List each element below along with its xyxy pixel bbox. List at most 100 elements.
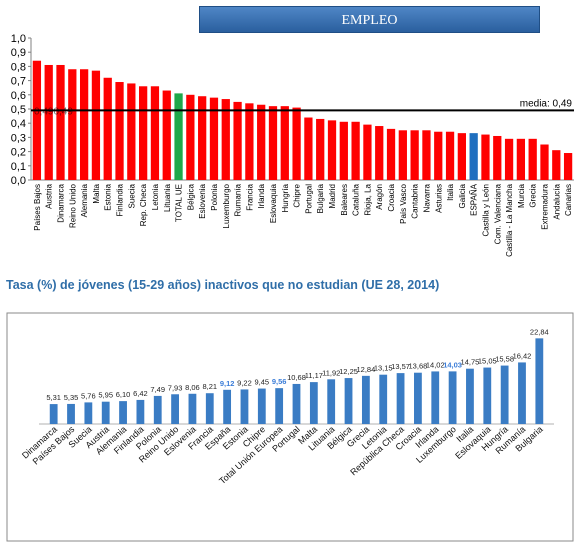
x-tick-label: Letonia: [151, 183, 160, 210]
bar: [483, 367, 492, 424]
bar: [327, 120, 337, 180]
bar: [198, 96, 207, 180]
data-label: 7,93: [168, 383, 183, 392]
bar: [386, 128, 396, 180]
bar: [280, 106, 289, 180]
data-label: 7,49: [150, 385, 165, 394]
bar: [84, 402, 93, 424]
bar: [268, 106, 278, 180]
x-tick-label: Suecia: [127, 183, 136, 208]
x-tick-label: Murcia: [517, 183, 526, 208]
x-tick-label: Hungría: [281, 183, 290, 212]
bar: [448, 371, 457, 424]
data-label: 9,56: [272, 377, 287, 386]
data-label: 13,15: [374, 364, 393, 373]
bar: [233, 101, 242, 180]
bar: [223, 389, 232, 424]
bar: [398, 130, 407, 180]
x-tick-label: Extremadura: [540, 183, 549, 229]
bar: [221, 99, 230, 180]
x-tick-label: Galicia: [458, 183, 467, 208]
x-tick-label: Cataluña: [352, 183, 361, 216]
bar: [44, 64, 53, 180]
bar: [316, 118, 325, 180]
y-tick-label: 0,6: [11, 90, 26, 102]
bar: [205, 393, 214, 424]
bar: [174, 93, 183, 180]
x-tick-label: Países Bajos: [33, 184, 42, 231]
x-tick-label: Portugal: [304, 184, 313, 214]
data-label: 15,05: [478, 357, 497, 366]
data-label: 9,45: [255, 378, 270, 387]
x-tick-label: País Vasco: [399, 183, 408, 223]
x-tick-label: ESPAÑA: [470, 183, 479, 216]
bar: [396, 373, 405, 424]
x-tick-label: Eslovaquia: [269, 183, 278, 223]
data-label: 6,10: [116, 390, 131, 399]
x-tick-label: Austria: [45, 183, 54, 208]
data-label: 5,31: [46, 393, 61, 402]
x-tick-label: Luxemburgo: [222, 183, 231, 228]
x-tick-label: Rumanía: [234, 183, 243, 216]
bar: [410, 130, 419, 180]
y-tick-label: 0,0: [11, 175, 26, 187]
bar: [493, 135, 502, 180]
data-label: 13,68: [409, 362, 428, 371]
data-label: 8,06: [185, 383, 200, 392]
x-tick-label: Malta: [92, 183, 101, 203]
x-tick-label: Dinamarca: [57, 183, 66, 222]
y-tick-label: 0,1: [11, 161, 26, 173]
bar: [422, 130, 431, 180]
data-label: 11,92: [322, 368, 340, 377]
x-tick-label: Finlandia: [116, 183, 125, 216]
y-tick-label: 1,0: [11, 33, 26, 45]
data-label: 12,84: [356, 365, 375, 374]
bar: [209, 97, 219, 180]
x-tick-label: Andalucía: [552, 183, 561, 219]
bar: [563, 153, 573, 180]
bar: [79, 69, 89, 180]
bar: [257, 104, 266, 180]
bar: [327, 379, 336, 424]
x-tick-label: Polonia: [210, 183, 219, 210]
bar: [339, 121, 348, 180]
y-tick-label: 0,9: [11, 47, 26, 59]
bar: [379, 374, 388, 424]
x-tick-label: Canarias: [564, 184, 573, 216]
x-tick-label: Asturias: [434, 184, 443, 213]
data-label: 10,68: [287, 373, 306, 382]
data-label: 22,84: [530, 327, 549, 336]
bar: [304, 117, 313, 180]
bar: [150, 86, 160, 180]
data-label: 12,25: [339, 367, 358, 376]
bar: [518, 362, 526, 424]
x-tick-label: Estonia: [104, 183, 113, 210]
bar: [240, 389, 249, 424]
bar: [67, 403, 75, 424]
x-tick-label: Rep. Checa: [139, 183, 148, 226]
bar: [245, 103, 254, 180]
data-label: 9,12: [220, 379, 235, 388]
bar: [351, 121, 360, 180]
bar: [275, 388, 284, 424]
x-tick-label: Chipre: [293, 183, 302, 207]
x-tick-label: Alemania: [80, 183, 89, 217]
bar: [56, 64, 65, 180]
bar: [481, 134, 490, 180]
x-tick-label: Irlanda: [257, 183, 266, 208]
x-tick-label: Bélgica: [186, 183, 195, 210]
bar: [431, 371, 440, 424]
bar: [344, 378, 353, 424]
bar: [540, 144, 549, 180]
y-tick-label: 0,3: [11, 132, 26, 144]
bar: [414, 372, 422, 424]
bar: [153, 395, 162, 424]
bar: [375, 126, 384, 180]
x-tick-label: Cantabria: [411, 183, 420, 218]
x-tick-label: Madrid: [328, 184, 337, 208]
x-tick-label: Baleares: [340, 184, 349, 216]
data-label: 5,95: [98, 391, 113, 400]
bar: [516, 138, 526, 180]
data-label: 8,21: [202, 382, 217, 391]
